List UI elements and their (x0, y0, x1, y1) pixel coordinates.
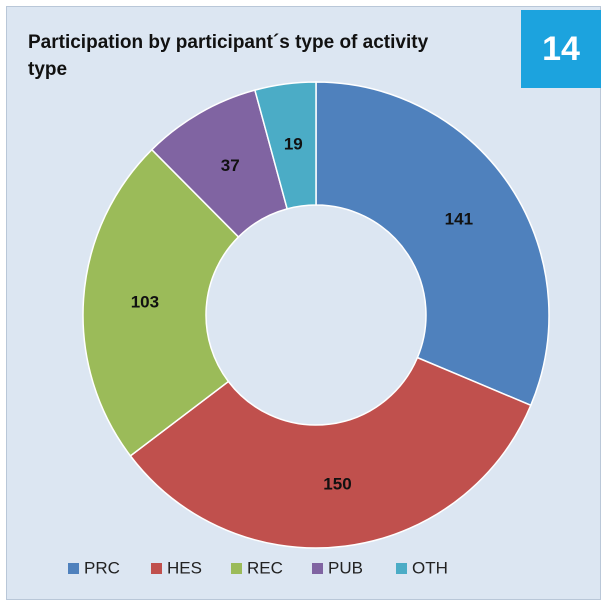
legend-swatch (68, 563, 79, 574)
data-label: 19 (284, 134, 303, 153)
donut-slice (253, 81, 317, 210)
legend-swatch (396, 563, 407, 574)
donut-slice (315, 81, 550, 407)
legend-label: PUB (328, 558, 363, 577)
legend-label: PRC (84, 558, 120, 577)
donut-slice (129, 356, 532, 549)
legend-swatch (151, 563, 162, 574)
donut-slice (82, 148, 240, 457)
data-label: 103 (131, 293, 159, 312)
data-label: 150 (323, 475, 351, 494)
legend-swatch (312, 563, 323, 574)
legend-swatch (231, 563, 242, 574)
data-label: 141 (445, 210, 473, 229)
chart-title: Participation by participant´s type of a… (28, 32, 429, 80)
badge: 14 (521, 10, 601, 88)
data-label: 37 (221, 156, 240, 175)
legend-label: OTH (412, 558, 448, 577)
legend-label: REC (247, 558, 283, 577)
legend-label: HES (167, 558, 202, 577)
